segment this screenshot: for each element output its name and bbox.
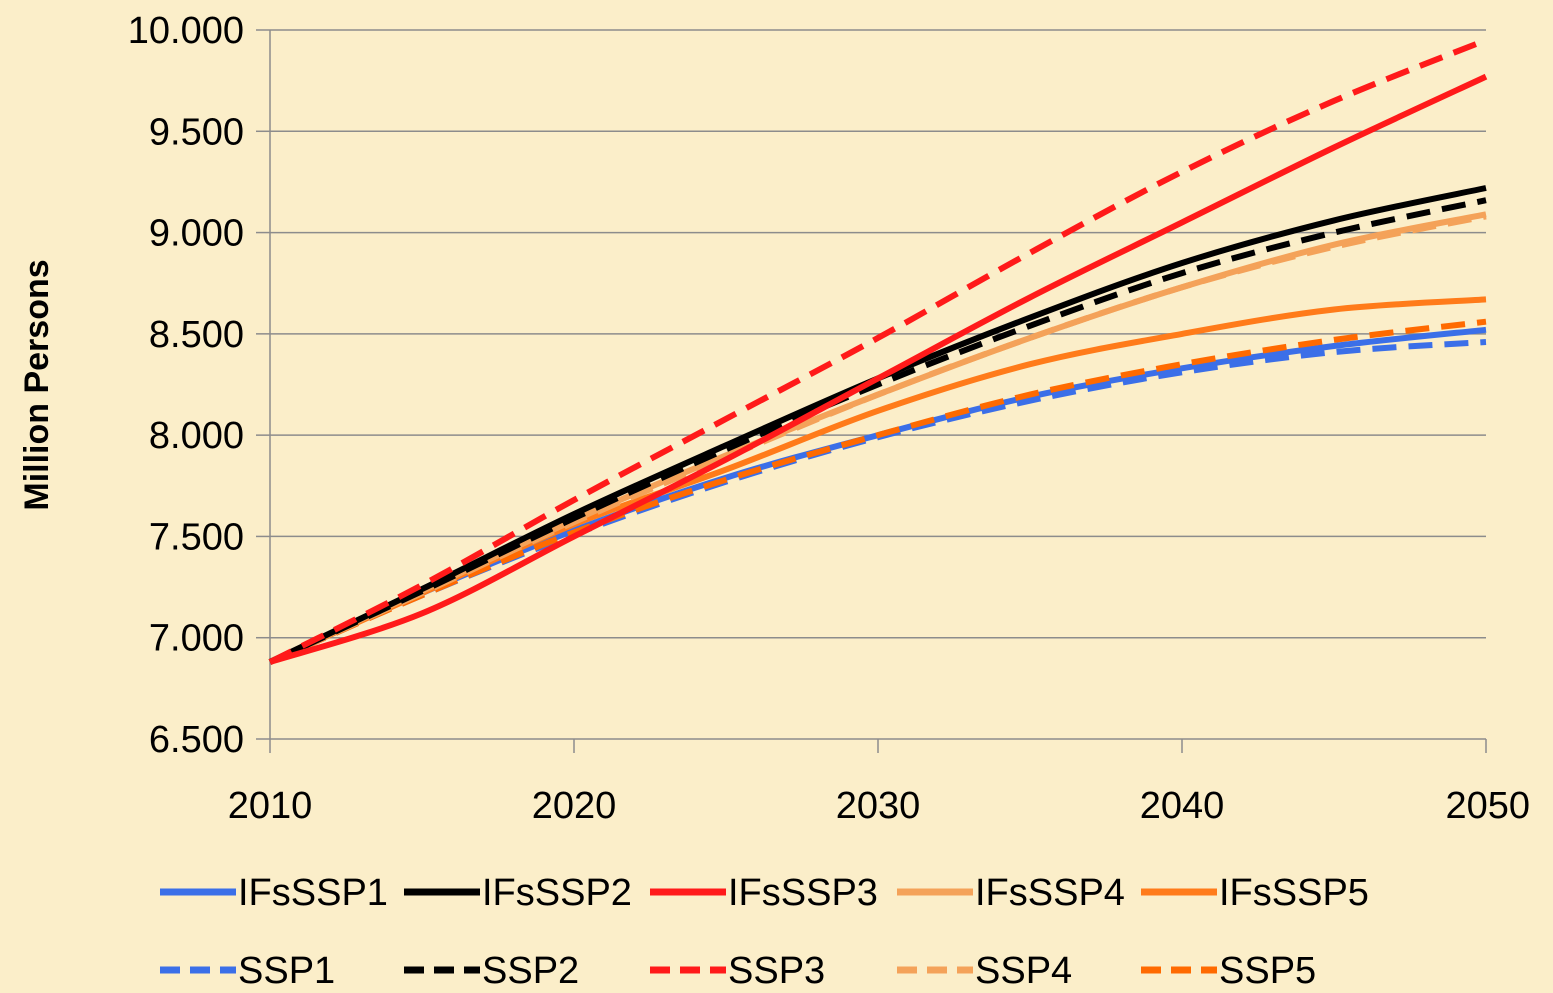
y-tick-label: 10.000 [128,10,244,52]
series-line-ssp5 [268,318,1487,665]
legend-item-ifsssp2: IFsSSP2 [404,872,632,914]
x-tick-label: 2040 [1140,785,1225,827]
legend-item-ssp5: SSP5 [1141,950,1316,992]
legend-item-ifsssp5: IFsSSP5 [1141,872,1369,914]
legend-label: SSP1 [238,950,335,992]
legend-label: IFsSSP2 [482,872,632,914]
series-lines [268,37,1488,665]
legend-label: SSP4 [975,950,1072,992]
legend-item-ifsssp1: IFsSSP1 [160,872,388,914]
legend-label: SSP3 [728,950,825,992]
legend-item-ifsssp4: IFsSSP4 [897,872,1125,914]
axes [256,29,1487,753]
legend-item-ssp1: SSP1 [160,950,335,992]
series-line-ifsssp2 [268,185,1487,665]
legend-label: IFsSSP3 [728,872,878,914]
y-tick-label: 8.500 [149,314,244,356]
legend-item-ssp2: SSP2 [404,950,579,992]
x-tick-label: 2030 [836,785,921,827]
legend: IFsSSP1 IFsSSP2 IFsSSP3 IFsSSP4 IFsSSP5 SSP1 S… [160,872,1369,992]
gridlines [270,29,1486,639]
x-tick-labels: 2010 2020 2030 2040 2050 [228,785,1530,827]
legend-label: IFsSSP1 [238,872,388,914]
series-line-ssp3 [268,37,1488,665]
y-axis-title: Million Persons [18,259,56,510]
legend-item-ifsssp3: IFsSSP3 [650,872,878,914]
y-tick-label: 6.500 [149,719,244,761]
legend-label: IFsSSP4 [975,872,1125,914]
legend-label: IFsSSP5 [1219,872,1369,914]
y-tick-label: 7.500 [149,516,244,558]
y-tick-labels: 6.500 7.000 7.500 8.000 8.500 9.000 9.500 10.00… [128,10,244,761]
y-tick-label: 7.000 [149,618,244,660]
y-tick-label: 9.000 [149,213,244,255]
legend-label: SSP5 [1219,950,1316,992]
y-tick-label: 8.000 [149,415,244,457]
series-line-ifsssp3 [269,73,1488,665]
series-line-ssp2 [268,197,1487,665]
x-tick-label: 2010 [228,785,313,827]
legend-item-ssp3: SSP3 [650,950,825,992]
legend-label: SSP2 [482,950,579,992]
x-tick-label: 2050 [1445,785,1530,827]
series-line-ssp1 [268,339,1487,665]
x-tick-label: 2020 [532,785,617,827]
y-tick-label: 9.500 [149,111,244,153]
legend-item-ssp4: SSP4 [897,950,1072,992]
